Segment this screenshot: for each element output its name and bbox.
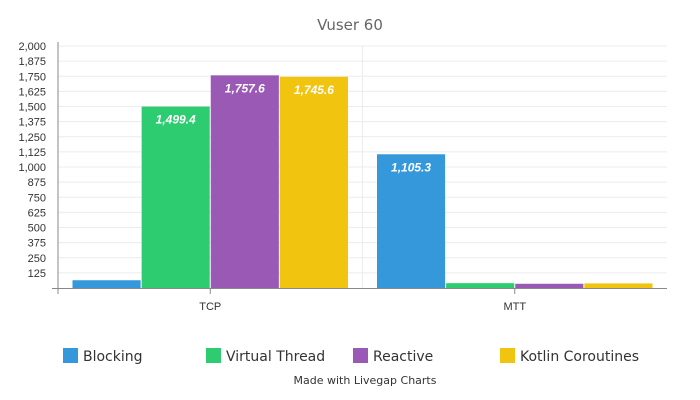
- y-tick-label: 1,000: [18, 162, 46, 174]
- legend-item-reactive[interactable]: Reactive: [353, 348, 433, 365]
- y-tick-label: 750: [28, 192, 46, 204]
- legend-item-virtual-thread[interactable]: Virtual Thread: [206, 348, 325, 365]
- x-category-label: MTT: [503, 301, 526, 313]
- y-tick-label: 375: [28, 238, 46, 250]
- bars: [72, 75, 653, 288]
- bar-mtt-virtual-thread: [446, 283, 515, 288]
- data-label: 1,499.4: [156, 113, 196, 127]
- y-tick-label: 1,125: [18, 147, 46, 159]
- legend: Blocking Virtual Thread Reactive Kotlin Cor…: [63, 348, 639, 365]
- legend-label: Reactive: [373, 349, 433, 365]
- legend-label: Blocking: [83, 349, 143, 365]
- y-tick-label: 250: [28, 253, 46, 265]
- legend-item-blocking[interactable]: Blocking: [63, 348, 143, 365]
- bar-mtt-reactive: [515, 283, 584, 288]
- y-axis-ticks: 2,000 1,875 1,750 1,625 1,500 1,375 1,250 1,125…: [18, 41, 46, 280]
- bar-tcp-reactive: [210, 75, 279, 288]
- y-tick-label: 625: [28, 207, 46, 219]
- legend-swatch: [500, 348, 515, 363]
- y-tick-label: 500: [28, 223, 46, 235]
- y-tick-label: 1,375: [18, 117, 46, 129]
- data-label: 1,105.3: [391, 160, 431, 174]
- legend-item-kotlin-coroutines[interactable]: Kotlin Coroutines: [500, 348, 639, 365]
- chart-title: Vuser 60: [317, 16, 383, 34]
- legend-swatch: [206, 348, 221, 363]
- y-tick-label: 1,875: [18, 56, 46, 68]
- x-axis-categories: TCP MTT: [199, 288, 526, 313]
- chart-credit: Made with Livegap Charts: [294, 374, 437, 387]
- legend-label: Virtual Thread: [226, 349, 325, 365]
- y-tick-label: 1,625: [18, 86, 46, 98]
- y-tick-label: 1,250: [18, 132, 46, 144]
- data-label: 1,745.6: [294, 83, 334, 97]
- axes: [52, 42, 667, 294]
- bar-mtt-kotlin-coroutines: [584, 283, 653, 288]
- data-label: 1,757.6: [225, 81, 265, 95]
- legend-swatch: [353, 348, 368, 363]
- bar-tcp-virtual-thread: [141, 106, 210, 288]
- y-tick-label: 875: [28, 177, 46, 189]
- data-labels: 64.2 1,499.4 1,757.6 1,745.6 1,105.3: [95, 81, 432, 300]
- y-tick-label: 1,500: [18, 102, 46, 114]
- bar-mtt-blocking: [377, 154, 446, 288]
- bar-tcp-blocking: [72, 280, 141, 288]
- legend-label: Kotlin Coroutines: [520, 349, 639, 365]
- legend-swatch: [63, 348, 78, 363]
- y-tick-label: 125: [28, 268, 46, 280]
- data-label: 64.2: [95, 286, 119, 300]
- y-tick-label: 1,750: [18, 71, 46, 83]
- x-category-label: TCP: [199, 301, 221, 313]
- bar-tcp-kotlin-coroutines: [279, 76, 348, 288]
- y-tick-label: 2,000: [18, 41, 46, 53]
